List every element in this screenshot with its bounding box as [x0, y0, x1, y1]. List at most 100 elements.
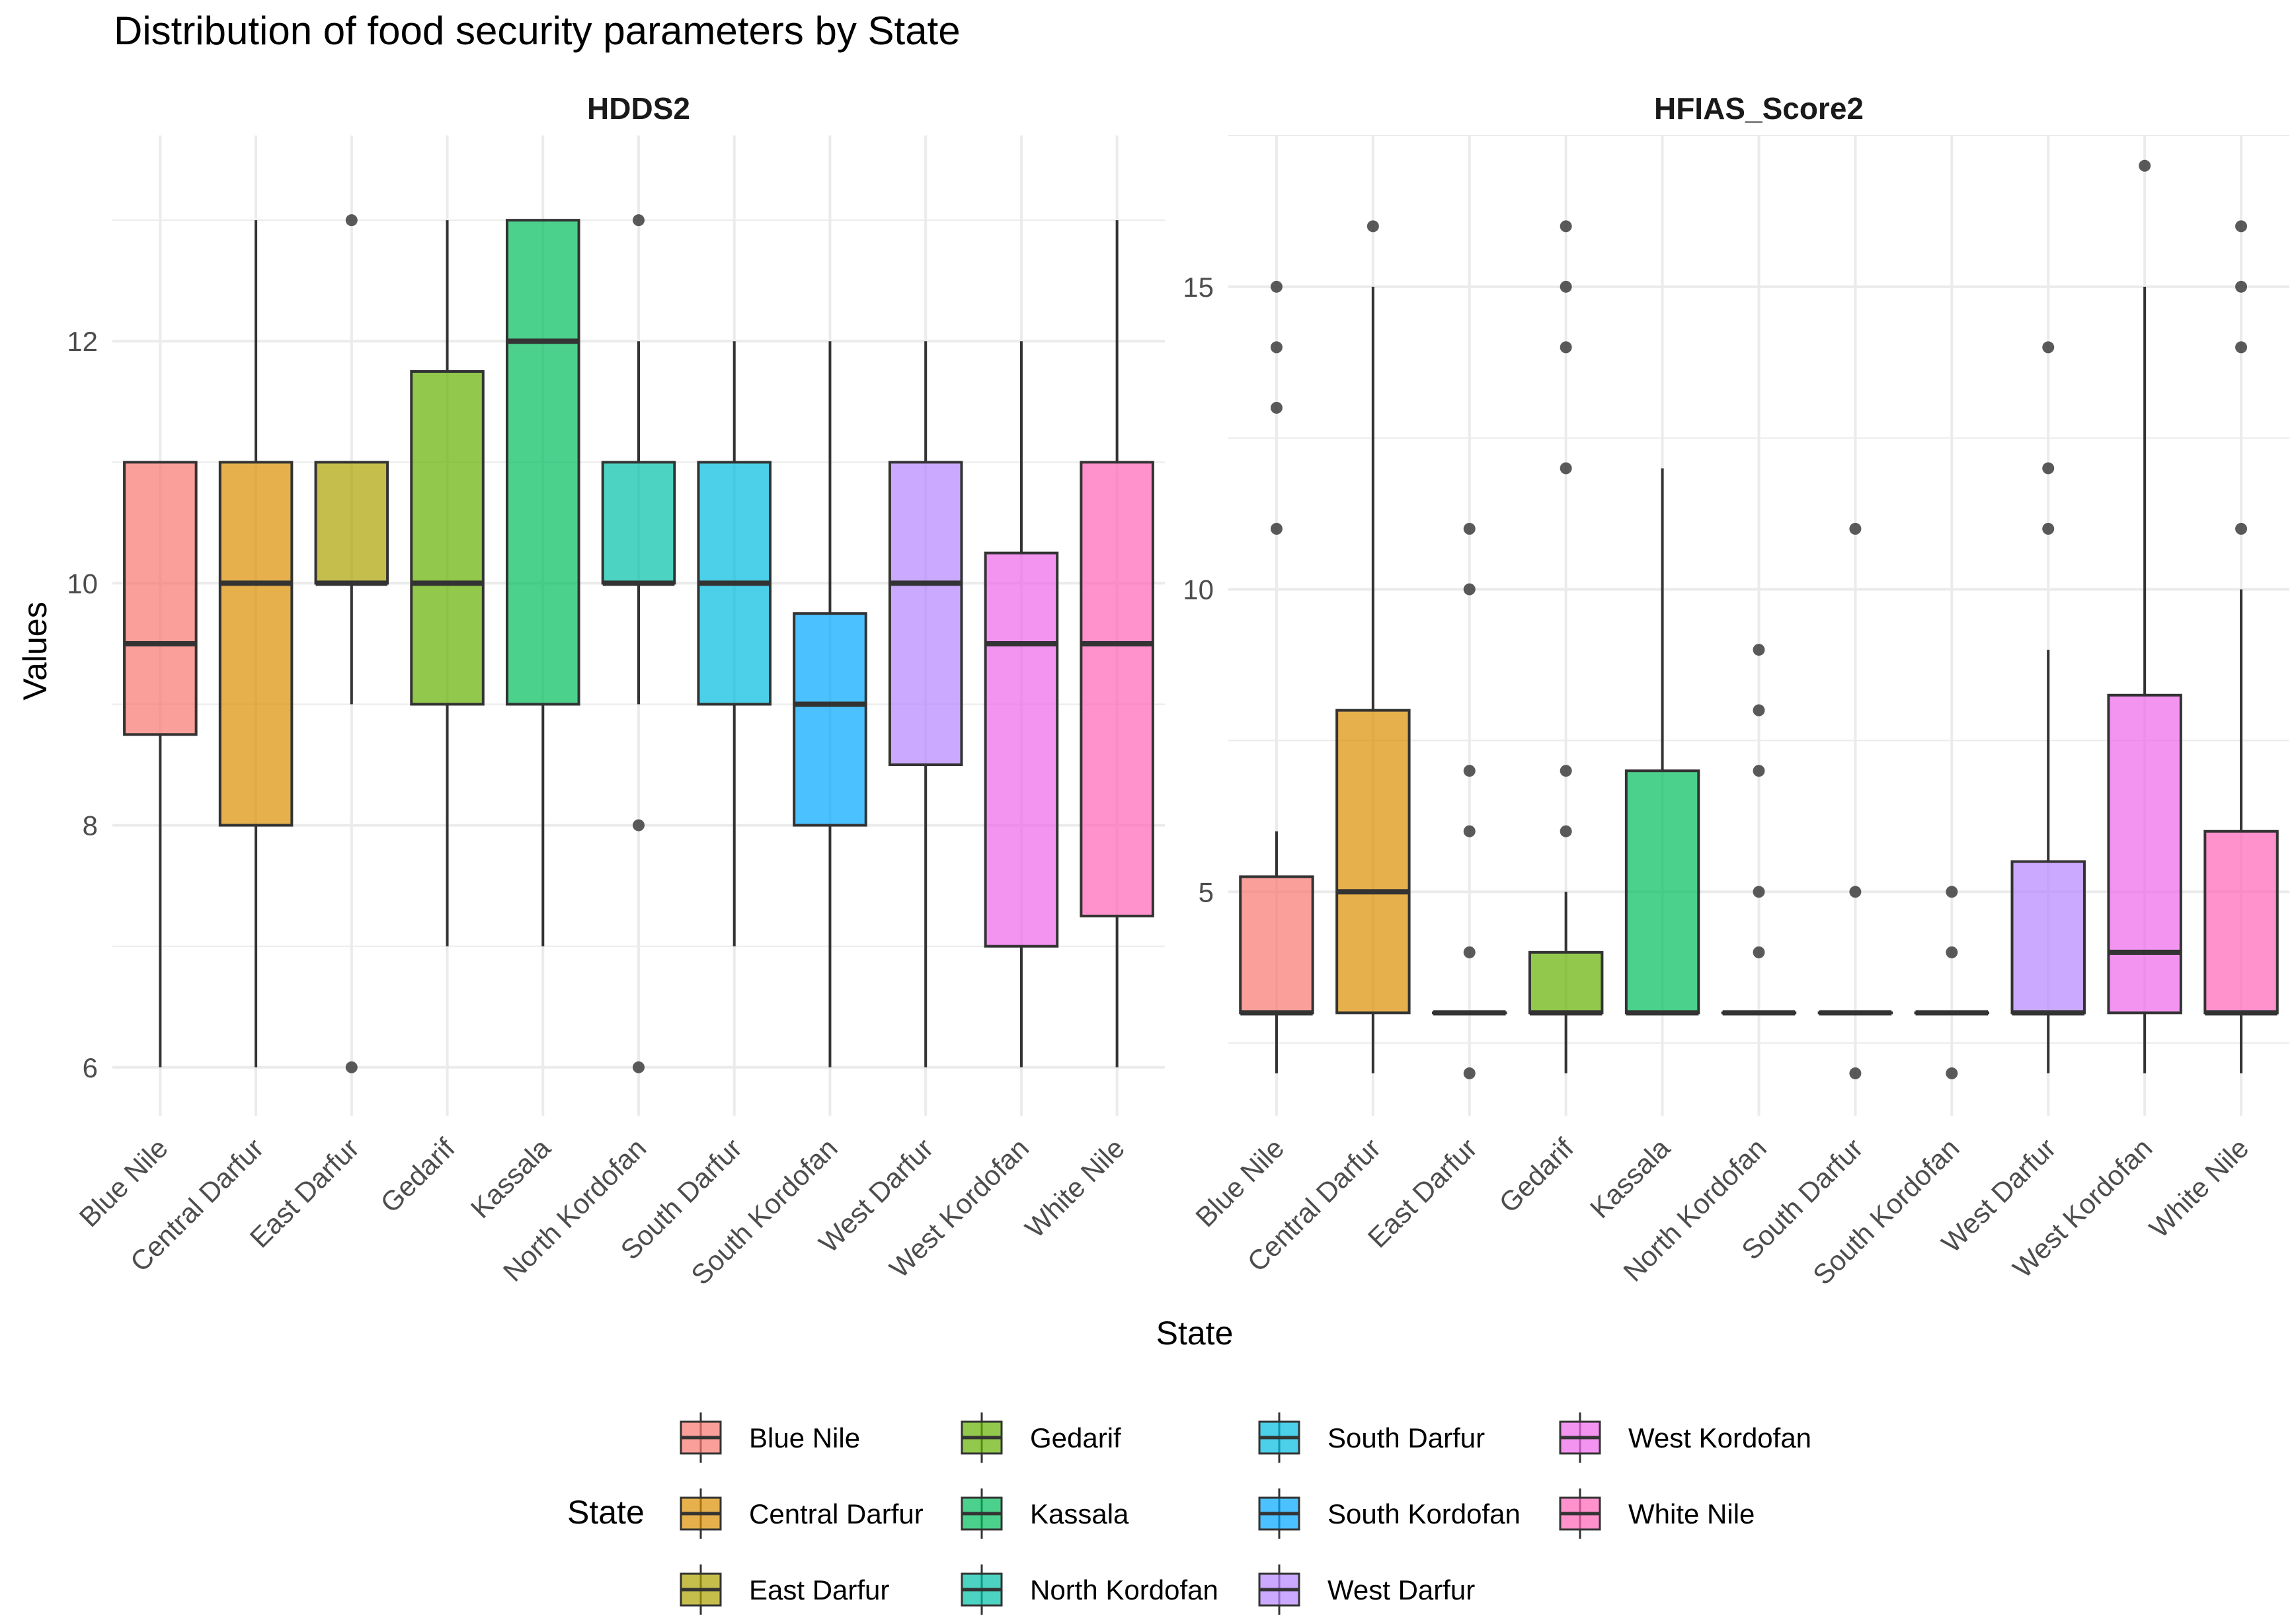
box-west-kordofan	[984, 341, 1059, 1067]
box-iqr	[2010, 860, 2086, 1015]
box-iqr	[2203, 829, 2279, 1015]
legend-key	[680, 1564, 722, 1615]
y-tick-label: 10	[1183, 574, 1214, 605]
legend-item-east-darfur: East Darfur	[680, 1564, 889, 1615]
outlier-point	[2042, 341, 2055, 354]
box-iqr	[601, 461, 676, 585]
outlier-point	[2042, 462, 2055, 475]
chart-title: Distribution of food security parameters…	[114, 9, 961, 53]
box-iqr	[1335, 709, 1411, 1015]
box-north-kordofan	[601, 214, 676, 1073]
outlier-point	[1753, 644, 1765, 656]
outlier-point	[1753, 765, 1765, 777]
box-south-kordofan	[793, 341, 867, 1067]
outlier-point	[1560, 462, 1572, 475]
outlier-point	[1463, 583, 1476, 596]
legend-label: Kassala	[1030, 1498, 1129, 1529]
outlier-point	[1463, 765, 1476, 777]
legend-key	[1559, 1412, 1601, 1463]
box-iqr	[314, 461, 389, 585]
y-tick-label: 10	[67, 568, 98, 599]
box-south-darfur	[1817, 523, 1893, 1079]
legend-label: White Nile	[1628, 1498, 1755, 1529]
legend-label: North Kordofan	[1030, 1574, 1218, 1605]
box-iqr	[984, 551, 1059, 948]
box-central-darfur	[218, 220, 294, 1067]
box-iqr	[1528, 950, 1604, 1015]
box-iqr	[888, 461, 963, 767]
legend-label: Central Darfur	[749, 1498, 924, 1529]
outlier-point	[1270, 341, 1283, 354]
outlier-point	[345, 214, 358, 227]
legend-key	[961, 1564, 1003, 1615]
box-north-kordofan	[1721, 644, 1797, 1016]
legend-key	[1559, 1488, 1601, 1539]
outlier-point	[1463, 1067, 1476, 1079]
legend-item-south-kordofan: South Kordofan	[1258, 1488, 1521, 1539]
outlier-point	[633, 1061, 645, 1073]
outlier-point	[1270, 401, 1283, 414]
outlier-point	[1946, 946, 1958, 958]
outlier-point	[1366, 220, 1379, 233]
box-east-darfur	[314, 214, 389, 1073]
outlier-point	[1946, 886, 1958, 898]
outlier-point	[1463, 946, 1476, 958]
outlier-point	[1849, 523, 1862, 535]
outlier-point	[1560, 765, 1572, 777]
outlier-point	[2139, 159, 2151, 172]
y-tick-label: 12	[67, 326, 98, 357]
box-iqr	[1239, 875, 1314, 1015]
legend-key	[1258, 1412, 1300, 1463]
box-iqr	[218, 461, 294, 827]
legend-label: Gedarif	[1030, 1422, 1121, 1453]
box-west-darfur	[888, 341, 963, 1067]
box-iqr	[410, 370, 485, 706]
legend-key	[680, 1412, 722, 1463]
box-iqr	[1080, 461, 1154, 917]
y-tick-label: 6	[83, 1052, 98, 1083]
legend-label: West Kordofan	[1628, 1422, 1811, 1453]
box-gedarif	[1528, 220, 1604, 1073]
box-east-darfur	[1432, 523, 1507, 1079]
legend-item-white-nile: White Nile	[1559, 1488, 1755, 1539]
panel-header: HFIAS_Score2	[1654, 91, 1864, 126]
legend-label: South Kordofan	[1327, 1498, 1521, 1529]
legend-item-north-kordofan: North Kordofan	[961, 1564, 1218, 1615]
box-white-nile	[2203, 220, 2279, 1073]
outlier-point	[2235, 341, 2248, 354]
y-axis-label: Values	[17, 601, 54, 700]
box-iqr	[1624, 769, 1700, 1015]
legend-item-gedarif: Gedarif	[961, 1412, 1121, 1463]
legend-item-kassala: Kassala	[961, 1488, 1129, 1539]
outlier-point	[1270, 523, 1283, 535]
y-tick-label: 8	[83, 810, 98, 841]
legend-key	[1258, 1564, 1300, 1615]
legend-item-west-kordofan: West Kordofan	[1559, 1412, 1811, 1463]
outlier-point	[1849, 886, 1862, 898]
box-blue-nile	[1239, 280, 1314, 1073]
box-iqr	[506, 219, 580, 706]
y-tick-label: 15	[1183, 272, 1214, 303]
legend-item-central-darfur: Central Darfur	[680, 1488, 924, 1539]
box-iqr	[793, 612, 867, 827]
outlier-point	[2235, 280, 2248, 293]
box-south-kordofan	[1914, 886, 1990, 1079]
legend-label: Blue Nile	[749, 1422, 860, 1453]
box-white-nile	[1080, 220, 1154, 1067]
legend-label: East Darfur	[749, 1574, 889, 1605]
outlier-point	[1753, 886, 1765, 898]
legend-label: South Darfur	[1327, 1422, 1485, 1453]
legend-key	[680, 1488, 722, 1539]
box-west-darfur	[2010, 341, 2086, 1073]
outlier-point	[633, 819, 645, 831]
legend-item-west-darfur: West Darfur	[1258, 1564, 1475, 1615]
outlier-point	[1560, 220, 1572, 233]
outlier-point	[1270, 280, 1283, 293]
outlier-point	[1753, 704, 1765, 716]
outlier-point	[633, 214, 645, 227]
legend-item-south-darfur: South Darfur	[1258, 1412, 1485, 1463]
outlier-point	[1463, 523, 1476, 535]
y-tick-label: 5	[1199, 876, 1214, 907]
